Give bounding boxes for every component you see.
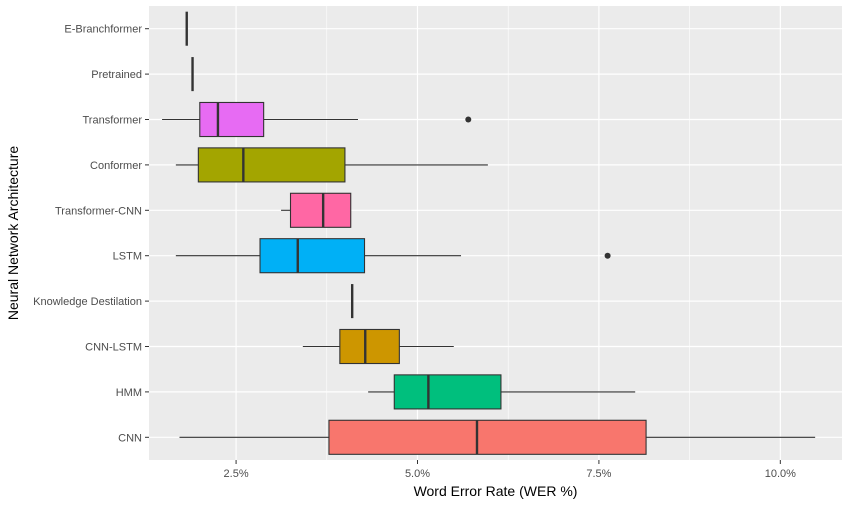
- y-tick-label: LSTM: [113, 251, 142, 263]
- x-tick-label: 2.5%: [224, 468, 249, 480]
- y-axis: CNN HMM CNN-LSTM Knowledge Destilation LSTM T…: [33, 24, 149, 444]
- box-iqr: [289, 192, 352, 228]
- y-tick-label: E-Branchformer: [64, 24, 142, 36]
- outlier-point: [604, 252, 611, 259]
- box-iqr: [197, 147, 346, 183]
- x-axis: 2.5% 5.0% 7.5% 10.0%: [224, 460, 796, 480]
- x-tick-label: 10.0%: [765, 468, 796, 480]
- y-tick-label: Transformer-CNN: [55, 205, 142, 217]
- x-axis-title: Word Error Rate (WER %): [414, 483, 578, 499]
- y-tick-label: Conformer: [90, 160, 142, 172]
- y-tick-label: Transformer: [83, 115, 143, 127]
- y-tick-label: Knowledge Destilation: [33, 296, 142, 308]
- outlier-point: [465, 116, 472, 123]
- box-iqr: [393, 374, 502, 410]
- y-tick-label: CNN: [118, 432, 142, 444]
- box-lstm: [175, 238, 611, 274]
- box-series: [162, 11, 816, 455]
- box-transformer: [162, 101, 472, 138]
- box-iqr: [339, 328, 400, 365]
- y-axis-title: Neural Network Architecture: [5, 146, 21, 321]
- y-tick-label: CNN-LSTM: [85, 342, 142, 354]
- x-tick-label: 7.5%: [586, 468, 611, 480]
- y-tick-label: Pretrained: [91, 69, 142, 81]
- x-tick-label: 5.0%: [405, 468, 430, 480]
- box-iqr: [199, 101, 265, 138]
- box-conformer: [175, 147, 488, 183]
- box-iqr: [259, 238, 366, 274]
- box-iqr: [328, 419, 647, 455]
- y-tick-label: HMM: [116, 387, 142, 399]
- box-transformer-cnn: [281, 192, 352, 228]
- box-cnn-lstm: [302, 328, 454, 365]
- box-cnn: [179, 419, 816, 455]
- box-hmm: [368, 374, 636, 410]
